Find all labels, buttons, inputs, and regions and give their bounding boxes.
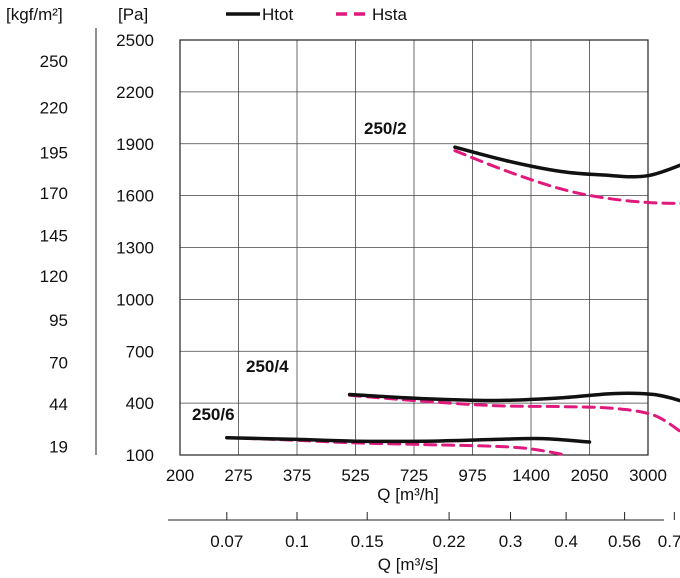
y-tick-label-kgf: 95 bbox=[49, 311, 68, 330]
x-tick-label: 725 bbox=[400, 466, 428, 485]
x-tick-label: 2050 bbox=[571, 466, 609, 485]
curves bbox=[225, 145, 680, 457]
x-tick-label: 200 bbox=[166, 466, 194, 485]
curve-labels: 250/2 250/4 250/6 bbox=[192, 119, 407, 424]
curve-htot-250-2 bbox=[453, 145, 680, 179]
y-tick-label-kgf: 220 bbox=[40, 98, 68, 117]
y-tick-label-pa: 700 bbox=[126, 342, 154, 361]
secondary-x-tick-label: 0.78 bbox=[658, 532, 680, 551]
curve-label-250-2: 250/2 bbox=[364, 119, 407, 138]
y-tick-label-pa: 2500 bbox=[116, 31, 154, 50]
x-tick-label: 525 bbox=[341, 466, 369, 485]
curve-htot-250-4 bbox=[347, 391, 680, 403]
plot-frame bbox=[179, 39, 649, 456]
secondary-x-tick-label: 0.07 bbox=[210, 532, 243, 551]
tick-labels: 200 275 375 525 725 975 1400 2050 3000 2500 2200 19… bbox=[40, 28, 680, 551]
x-tick-label: 975 bbox=[458, 466, 486, 485]
secondary-x-tick-label: 0.1 bbox=[285, 532, 309, 551]
y-tick-label-pa: 100 bbox=[126, 446, 154, 465]
y-tick-label-kgf: 145 bbox=[40, 226, 68, 245]
y-tick-label-pa: 1900 bbox=[116, 135, 154, 154]
y-tick-label-kgf: 70 bbox=[49, 353, 68, 372]
x-tick-label: 3000 bbox=[629, 466, 667, 485]
y-tick-label-kgf: 120 bbox=[40, 267, 68, 286]
curve-hsta-250-6 bbox=[225, 436, 568, 457]
curve-hsta-250-2 bbox=[453, 149, 680, 205]
legend: Htot Hsta bbox=[226, 5, 408, 24]
curve-label-250-4: 250/4 bbox=[246, 357, 289, 376]
y-tick-label-kgf: 170 bbox=[40, 184, 68, 203]
legend-label-htot: Htot bbox=[262, 5, 293, 24]
x-tick-label: 375 bbox=[283, 466, 311, 485]
y-tick-label-kgf: 19 bbox=[49, 437, 68, 456]
y-tick-label-pa: 1300 bbox=[116, 239, 154, 258]
x-tick-label: 275 bbox=[224, 466, 252, 485]
x-tick-label: 1400 bbox=[512, 466, 550, 485]
secondary-x-tick-label: 0.4 bbox=[554, 532, 578, 551]
curve-htot-250-6 bbox=[225, 435, 592, 444]
y-tick-label-kgf: 195 bbox=[40, 143, 68, 162]
pa-axis-unit: [Pa] bbox=[118, 5, 148, 24]
secondary-x-tick-label: 0.56 bbox=[608, 532, 641, 551]
secondary-x-axis-title: Q [m³/s] bbox=[378, 555, 438, 574]
secondary-x-tick-label: 0.15 bbox=[351, 532, 384, 551]
curve-hsta-250-4 bbox=[348, 393, 680, 434]
secondary-x-tick-label: 0.3 bbox=[499, 532, 523, 551]
left-axis-unit: [kgf/m²] bbox=[6, 5, 63, 24]
y-tick-label-pa: 1000 bbox=[116, 290, 154, 309]
grid bbox=[180, 40, 648, 455]
y-tick-label-pa: 1600 bbox=[116, 187, 154, 206]
y-tick-label-pa: 2200 bbox=[116, 83, 154, 102]
secondary-x-tick-label: 0.22 bbox=[433, 532, 466, 551]
curve-label-250-6: 250/6 bbox=[192, 405, 235, 424]
y-tick-label-kgf: 44 bbox=[49, 395, 68, 414]
legend-label-hsta: Hsta bbox=[372, 5, 408, 24]
y-tick-label-pa: 400 bbox=[126, 394, 154, 413]
x-axis-title: Q [m³/h] bbox=[377, 485, 438, 504]
y-tick-label-kgf: 250 bbox=[40, 52, 68, 71]
